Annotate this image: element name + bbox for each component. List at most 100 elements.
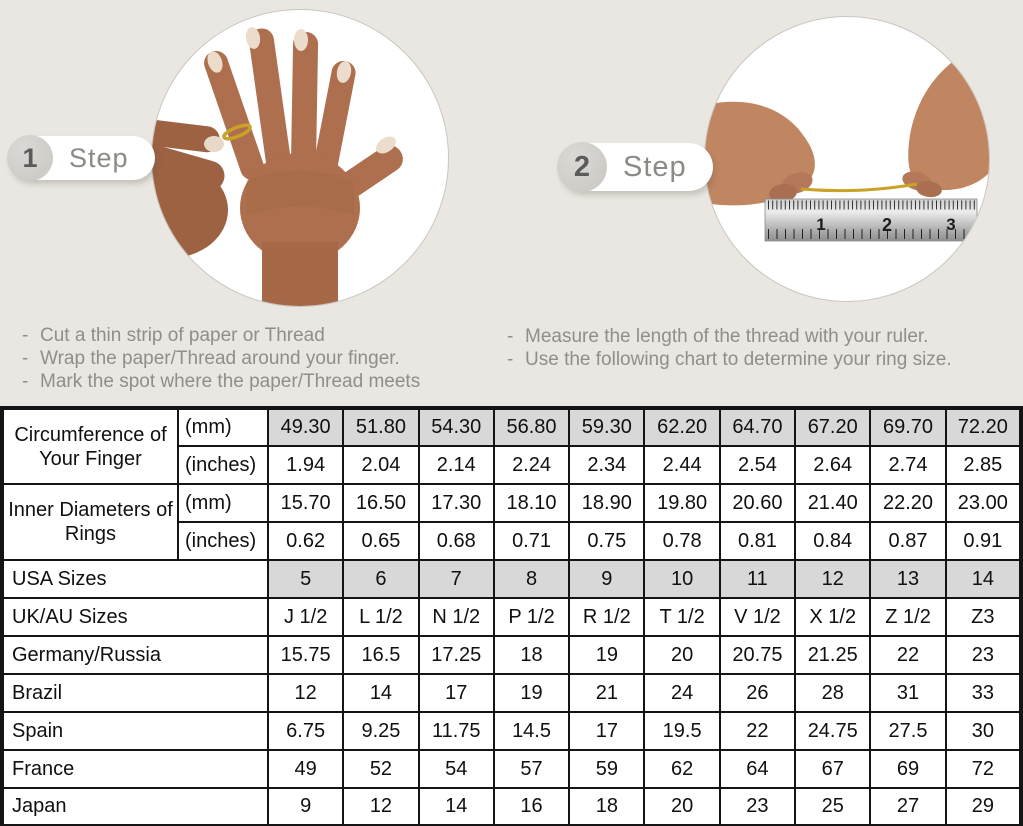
size-value-cell: 26 [718, 673, 797, 713]
size-value-cell: 20.75 [718, 635, 797, 675]
size-value-cell: 13 [869, 559, 947, 599]
ruler-number: 1 [816, 215, 825, 234]
size-value-cell: 9 [266, 787, 345, 826]
size-value-cell: 56.80 [492, 407, 571, 447]
instruction-item: Use the following chart to determine you… [503, 348, 952, 371]
size-value-cell: 15.75 [266, 635, 345, 675]
size-value-cell: 54 [417, 749, 495, 789]
size-value-cell: 59 [568, 749, 646, 789]
size-value-cell: 49 [266, 749, 345, 789]
size-value-cell: 2.74 [869, 445, 947, 485]
size-row-label: France [1, 749, 269, 789]
size-row-label: Japan [1, 787, 269, 826]
size-value-cell: 30 [944, 711, 1023, 751]
step1-badge: 1 Step [7, 135, 155, 181]
size-value-cell: 27 [869, 787, 947, 826]
size-value-cell: 15.70 [266, 483, 345, 523]
step1-photo [151, 9, 449, 307]
size-value-cell: 0.91 [944, 521, 1023, 561]
size-value-cell: 49.30 [266, 407, 345, 447]
size-value-cell: 11.75 [417, 711, 495, 751]
instruction-item: Mark the spot where the paper/Thread mee… [18, 370, 420, 393]
size-value-cell: 9 [568, 559, 646, 599]
size-value-cell: P 1/2 [492, 597, 571, 637]
size-value-cell: 14 [342, 673, 420, 713]
size-row-label: Germany/Russia [1, 635, 269, 675]
size-value-cell: 14.5 [492, 711, 571, 751]
size-value-cell: 2.54 [718, 445, 797, 485]
size-value-cell: 28 [794, 673, 872, 713]
size-value-cell: 6.75 [266, 711, 345, 751]
steps-section: 1 2 3 1 Step 2 Step Cut a thin strip of … [0, 0, 1023, 406]
size-value-cell: 69 [869, 749, 947, 789]
size-value-cell: 51.80 [342, 407, 420, 447]
size-value-cell: 31 [869, 673, 947, 713]
size-value-cell: 25 [794, 787, 872, 826]
ring-size-conversion-table: Circumference of Your Finger (mm) 49.30 51.… [0, 406, 1023, 826]
size-value-cell: 0.84 [794, 521, 872, 561]
size-value-cell: 72 [944, 749, 1023, 789]
size-value-cell: J 1/2 [266, 597, 345, 637]
size-value-cell: 22 [718, 711, 797, 751]
size-value-cell: 14 [417, 787, 495, 826]
left-hand-illustration [705, 101, 815, 206]
size-value-cell: N 1/2 [417, 597, 495, 637]
size-value-cell: 21.25 [794, 635, 872, 675]
size-value-cell: 12 [794, 559, 872, 599]
instruction-item: Measure the length of the thread with yo… [503, 325, 952, 348]
size-value-cell: 20.60 [718, 483, 797, 523]
instruction-item: Wrap the paper/Thread around your finger… [18, 347, 420, 370]
second-hand-illustration [152, 117, 228, 258]
size-value-cell: 11 [718, 559, 797, 599]
size-value-cell: 18.10 [492, 483, 571, 523]
step1-instructions: Cut a thin strip of paper or Thread Wrap… [18, 324, 420, 393]
size-row-label: Brazil [1, 673, 269, 713]
size-value-cell: 17.25 [417, 635, 495, 675]
size-value-cell: 5 [266, 559, 345, 599]
size-value-cell: Z 1/2 [869, 597, 947, 637]
size-value-cell: 17.30 [417, 483, 495, 523]
size-value-cell: 67.20 [794, 407, 872, 447]
size-value-cell: 69.70 [869, 407, 947, 447]
size-value-cell: V 1/2 [718, 597, 797, 637]
size-value-cell: 67 [794, 749, 872, 789]
thread-measuring-illustration: 1 2 3 [705, 43, 989, 242]
size-value-cell: 0.71 [492, 521, 571, 561]
size-value-cell: 2.14 [417, 445, 495, 485]
size-value-cell: 2.64 [794, 445, 872, 485]
step2-number: 2 [557, 142, 607, 192]
instruction-item: Cut a thin strip of paper or Thread [18, 324, 420, 347]
size-value-cell: 23 [718, 787, 797, 826]
size-value-cell: 2.34 [568, 445, 646, 485]
hand-with-ring-illustration [152, 27, 403, 306]
size-value-cell: 20 [643, 787, 721, 826]
step2-badge: 2 Step [557, 142, 713, 192]
size-value-cell: 62.20 [643, 407, 721, 447]
step2-label: Step [623, 150, 687, 183]
gold-thread [800, 182, 918, 193]
size-value-cell: 19.80 [643, 483, 721, 523]
step2-instructions: Measure the length of the thread with yo… [503, 325, 952, 371]
unit-label: (mm) [177, 483, 269, 523]
size-value-cell: 62 [643, 749, 721, 789]
size-value-cell: 24.75 [794, 711, 872, 751]
size-value-cell: 0.65 [342, 521, 420, 561]
size-value-cell: 12 [266, 673, 345, 713]
size-value-cell: 22 [869, 635, 947, 675]
unit-label: (mm) [177, 407, 269, 447]
size-value-cell: 18 [492, 635, 571, 675]
ruler-number: 2 [882, 215, 892, 235]
size-row-label: USA Sizes [1, 559, 269, 599]
size-value-cell: 1.94 [266, 445, 345, 485]
ruler-illustration: 1 2 3 [764, 198, 978, 242]
size-value-cell: T 1/2 [643, 597, 721, 637]
size-value-cell: 0.75 [568, 521, 646, 561]
size-value-cell: L 1/2 [342, 597, 420, 637]
size-row-label: Spain [1, 711, 269, 751]
size-value-cell: 24 [643, 673, 721, 713]
row-group-label: Inner Diameters of Rings [1, 483, 179, 561]
size-row-label: UK/AU Sizes [1, 597, 269, 637]
size-value-cell: 8 [492, 559, 571, 599]
size-value-cell: 16.50 [342, 483, 420, 523]
